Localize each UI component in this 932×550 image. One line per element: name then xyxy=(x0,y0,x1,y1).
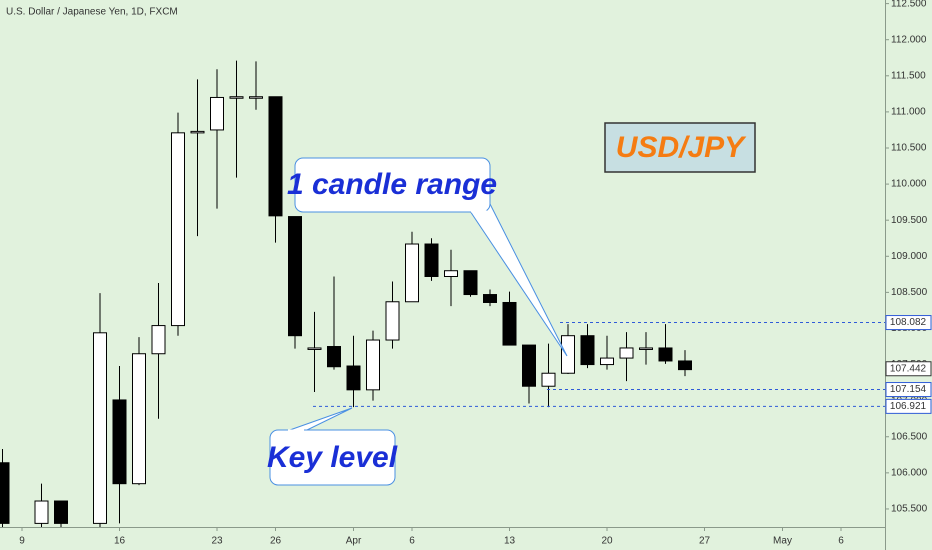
candle-body xyxy=(190,130,205,134)
x-tick-label: 9 xyxy=(19,536,25,547)
candle-body xyxy=(678,360,692,371)
price-line-box xyxy=(885,382,932,398)
x-tick-label: May xyxy=(773,536,792,547)
candle-body xyxy=(268,96,283,217)
candle-body xyxy=(541,372,556,387)
candle-body xyxy=(112,399,127,485)
candle-body xyxy=(483,294,497,303)
x-tick-label: 16 xyxy=(114,536,126,547)
y-tick-label: 112.500 xyxy=(891,0,927,9)
y-tick-label: 106.500 xyxy=(891,431,928,442)
candle-body xyxy=(424,243,439,277)
candle-body xyxy=(229,96,244,99)
y-tick-label: 111.500 xyxy=(891,70,926,81)
price-line-label: 106.921 xyxy=(890,401,927,412)
price-line-label: 107.154 xyxy=(890,384,927,395)
candle-body xyxy=(93,332,107,524)
candle-body xyxy=(502,301,517,346)
x-tick-label: Apr xyxy=(346,536,362,547)
candle-body xyxy=(366,339,380,391)
candle-body xyxy=(249,96,263,99)
price-line-box xyxy=(885,315,932,331)
candle-body xyxy=(327,346,341,368)
annotations: USD/JPY 1 candle range Key level xyxy=(267,122,756,486)
y-tick-label: 109.500 xyxy=(891,215,928,226)
candle-body xyxy=(600,357,614,366)
x-tick-label: 26 xyxy=(270,536,282,547)
candle-body xyxy=(34,500,49,524)
candle-body xyxy=(580,335,595,366)
symbol-label: USD/JPY xyxy=(616,131,747,164)
symbol-box xyxy=(604,122,756,173)
x-tick-label: 23 xyxy=(211,536,223,547)
x-tick-label: 13 xyxy=(504,536,516,547)
callout-box xyxy=(294,157,491,213)
callout-text: Key level xyxy=(267,441,398,474)
candle-body xyxy=(288,216,302,337)
candle-body xyxy=(171,132,185,327)
candle-body xyxy=(346,365,361,391)
last-price-box xyxy=(885,361,932,377)
candle-body xyxy=(0,462,10,524)
y-tick-label: 111.000 xyxy=(891,107,926,118)
price-line-label: 108.082 xyxy=(890,317,927,328)
candle-body xyxy=(561,335,575,374)
price-line-box xyxy=(885,398,932,414)
last-price-label: 107.442 xyxy=(890,363,927,374)
y-tick-label: 109.000 xyxy=(891,251,928,262)
candle-body xyxy=(54,500,68,524)
x-tick-label: 6 xyxy=(409,536,415,547)
y-tick-label: 110.000 xyxy=(891,179,927,190)
x-tick-label: 20 xyxy=(601,536,613,547)
candle-body xyxy=(619,347,634,359)
candle-body xyxy=(210,96,224,131)
candle-body xyxy=(307,347,322,350)
x-tick-label: 6 xyxy=(838,536,844,547)
candle-body xyxy=(151,325,166,355)
candle-body xyxy=(522,344,536,387)
plot xyxy=(0,60,885,527)
candle-body xyxy=(658,347,673,362)
callout-text: 1 candle range xyxy=(287,168,497,201)
y-tick-label: 110.500 xyxy=(891,143,927,154)
callout-box xyxy=(269,429,396,486)
candle-body xyxy=(444,270,458,277)
y-tick-label: 108.500 xyxy=(891,287,928,298)
y-tick-label: 105.500 xyxy=(891,504,928,515)
candle-body xyxy=(385,301,400,341)
candle-body xyxy=(639,347,653,350)
y-tick-label: 106.000 xyxy=(891,467,928,478)
candle-body xyxy=(463,270,478,296)
candle-body xyxy=(405,243,419,303)
candle-body xyxy=(132,353,146,485)
x-tick-label: 27 xyxy=(699,536,711,547)
chart-title: U.S. Dollar / Japanese Yen, 1D, FXCM xyxy=(6,7,178,18)
y-tick-label: 112.000 xyxy=(891,34,927,45)
